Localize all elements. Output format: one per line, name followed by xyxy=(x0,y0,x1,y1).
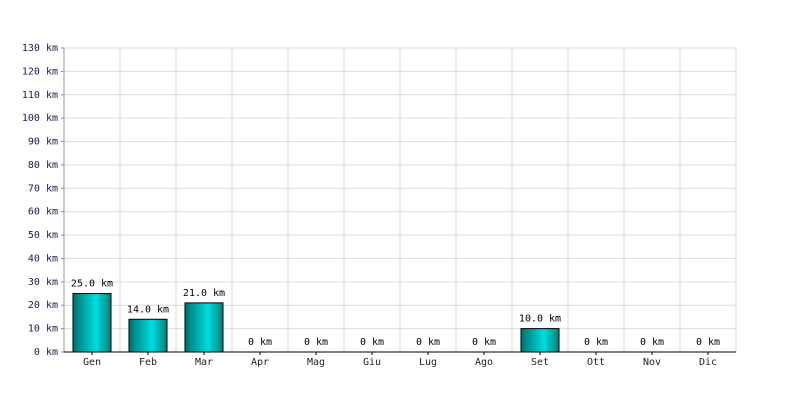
y-tick-label: 30 km xyxy=(28,277,58,288)
x-tick-label: Giu xyxy=(363,357,381,368)
bar xyxy=(520,328,560,353)
x-tick-label: Ago xyxy=(475,357,493,368)
value-label: 10.0 km xyxy=(519,314,561,325)
y-tick-label: 70 km xyxy=(28,183,58,194)
y-tick-label: 50 km xyxy=(28,230,58,241)
value-label: 0 km xyxy=(640,337,664,348)
x-tick-label: Nov xyxy=(643,357,661,368)
x-tick-label: Mar xyxy=(195,357,213,368)
x-tick-label: Ott xyxy=(587,357,605,368)
value-label: 0 km xyxy=(472,337,496,348)
y-tick-label: 10 km xyxy=(28,324,58,335)
value-label: 0 km xyxy=(304,337,328,348)
y-tick-label: 90 km xyxy=(28,137,58,148)
x-tick-label: Set xyxy=(531,357,549,368)
bar xyxy=(72,293,112,353)
value-label: 0 km xyxy=(696,337,720,348)
y-tick-label: 20 km xyxy=(28,300,58,311)
value-label: 0 km xyxy=(416,337,440,348)
value-label: 21.0 km xyxy=(183,288,225,299)
value-label: 0 km xyxy=(584,337,608,348)
y-tick-label: 0 km xyxy=(34,347,58,358)
value-label: 0 km xyxy=(360,337,384,348)
y-tick-label: 110 km xyxy=(22,90,58,101)
y-tick-label: 100 km xyxy=(22,113,58,124)
x-tick-label: Lug xyxy=(419,357,437,368)
value-label: 25.0 km xyxy=(71,279,113,290)
x-tick-label: Feb xyxy=(139,357,157,368)
y-tick-label: 40 km xyxy=(28,253,58,264)
value-label: 14.0 km xyxy=(127,304,169,315)
x-tick-label: Mag xyxy=(307,357,325,368)
bar xyxy=(128,318,168,353)
y-tick-label: 120 km xyxy=(22,66,58,77)
x-tick-label: Apr xyxy=(251,357,269,368)
bar xyxy=(184,302,224,353)
value-label: 0 km xyxy=(248,337,272,348)
y-tick-label: 130 km xyxy=(22,43,58,54)
x-tick-label: Dic xyxy=(699,357,717,368)
y-tick-label: 60 km xyxy=(28,207,58,218)
y-tick-label: 80 km xyxy=(28,160,58,171)
x-tick-label: Gen xyxy=(83,357,101,368)
